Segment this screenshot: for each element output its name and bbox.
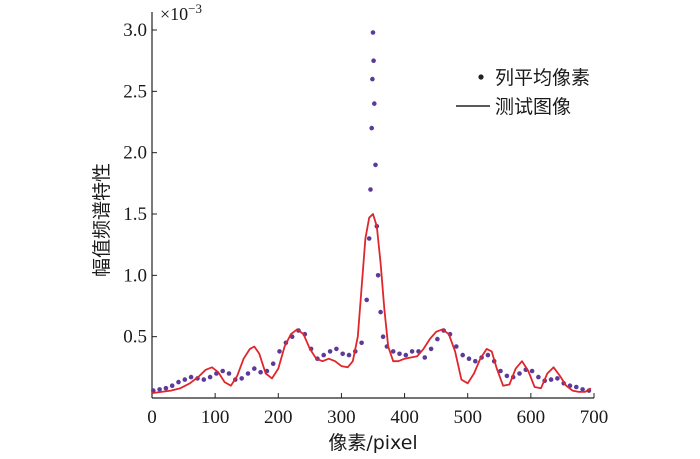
series-test-image-line — [151, 213, 592, 394]
scatter-point-78 — [580, 387, 585, 392]
scatter-point-59 — [460, 352, 466, 358]
scatter-point-16 — [252, 366, 257, 371]
scatter-point-50 — [403, 352, 409, 358]
scatter-point-30 — [340, 351, 346, 357]
x-tick-label-0: 0 — [147, 407, 157, 428]
series-column-average-pixels — [151, 30, 592, 393]
y-tick-label-5: 3.0 — [123, 20, 147, 41]
x-tick-label-6: 600 — [517, 407, 546, 428]
scatter-point-9 — [207, 374, 213, 380]
scatter-point-14 — [239, 376, 244, 381]
y-tick-label-2: 1.5 — [123, 204, 147, 225]
x-tick-label-5: 500 — [453, 407, 482, 428]
scatter-point-48 — [390, 349, 396, 354]
scatter-point-20 — [277, 349, 282, 354]
x-tick-label-7: 700 — [580, 407, 609, 428]
scatter-point-2 — [163, 385, 169, 391]
y-axis-multiplier-exponent: −3 — [188, 1, 202, 16]
y-tick-label-3: 2.0 — [123, 143, 147, 164]
scatter-point-46 — [380, 334, 386, 340]
scatter-point-15 — [245, 371, 251, 376]
legend-label-test-image: 测试图像 — [495, 96, 571, 118]
scatter-point-53 — [422, 355, 428, 360]
scatter-point-63 — [485, 352, 491, 358]
scatter-point-11 — [220, 368, 225, 374]
x-tick-label-2: 200 — [264, 407, 293, 428]
plot-area — [151, 30, 592, 394]
scatter-point-55 — [435, 336, 440, 342]
y-ticks: 0.5 1.0 1.5 2.0 2.5 3.0 — [123, 20, 157, 348]
scatter-point-45 — [378, 309, 383, 315]
scatter-point-40 — [371, 58, 376, 63]
scatter-point-54 — [428, 346, 434, 352]
scatter-point-0 — [151, 388, 156, 393]
y-axis-label: 幅值频谱特性 — [91, 163, 113, 277]
scatter-point-3 — [169, 383, 175, 389]
scatter-point-60 — [466, 356, 472, 362]
scatter-point-44 — [375, 273, 381, 278]
scatter-point-77 — [574, 384, 579, 390]
scatter-point-31 — [346, 352, 352, 358]
axes: 0 100 200 300 400 500 600 700 0.5 1.0 1.5 2.0 2.5 3.… — [123, 12, 608, 428]
scatter-point-39 — [370, 30, 376, 35]
scatter-point-34 — [364, 297, 370, 303]
scatter-point-68 — [517, 371, 522, 376]
x-tick-label-3: 300 — [327, 407, 356, 428]
scatter-point-58 — [454, 344, 459, 349]
legend: 列平均像素 测试图像 — [456, 67, 590, 118]
scatter-point-8 — [201, 377, 207, 382]
x-ticks: 0 100 200 300 400 500 600 700 — [147, 393, 608, 428]
scatter-point-66 — [504, 373, 510, 379]
scatter-point-74 — [555, 376, 560, 381]
scatter-point-49 — [397, 351, 402, 357]
scatter-point-61 — [473, 358, 478, 364]
scatter-point-1 — [157, 387, 162, 392]
x-axis-label: 像素/pixel — [328, 432, 417, 454]
y-tick-label-0: 0.5 — [123, 327, 147, 348]
scatter-point-5 — [182, 377, 188, 382]
scatter-point-28 — [327, 349, 333, 354]
x-tick-label-4: 400 — [390, 407, 419, 428]
scatter-point-65 — [498, 368, 503, 374]
scatter-point-70 — [529, 368, 535, 374]
y-tick-label-1: 1.0 — [123, 265, 147, 286]
legend-marker-column-average — [478, 74, 484, 80]
y-tick-label-4: 2.5 — [123, 81, 147, 102]
scatter-point-73 — [548, 377, 554, 382]
scatter-point-27 — [321, 352, 327, 358]
scatter-point-35 — [366, 236, 372, 241]
x-tick-label-1: 100 — [201, 407, 230, 428]
scatter-point-37 — [369, 125, 375, 131]
scatter-point-19 — [270, 361, 276, 367]
scatter-point-51 — [409, 349, 415, 354]
scatter-point-6 — [188, 374, 194, 380]
y-axis-multiplier-base: ×10 — [160, 4, 188, 24]
legend-label-column-average: 列平均像素 — [495, 67, 590, 89]
scatter-point-38 — [370, 76, 375, 82]
scatter-point-33 — [359, 340, 364, 346]
scatter-point-29 — [334, 346, 339, 352]
scatter-point-12 — [226, 371, 232, 376]
scatter-point-41 — [372, 101, 377, 106]
scatter-point-42 — [373, 162, 378, 168]
scatter-point-17 — [258, 369, 263, 375]
y-axis-multiplier: ×10−3 — [160, 1, 202, 24]
scatter-point-71 — [536, 374, 541, 380]
scatter-point-36 — [368, 187, 373, 192]
scatter-point-4 — [176, 379, 181, 385]
